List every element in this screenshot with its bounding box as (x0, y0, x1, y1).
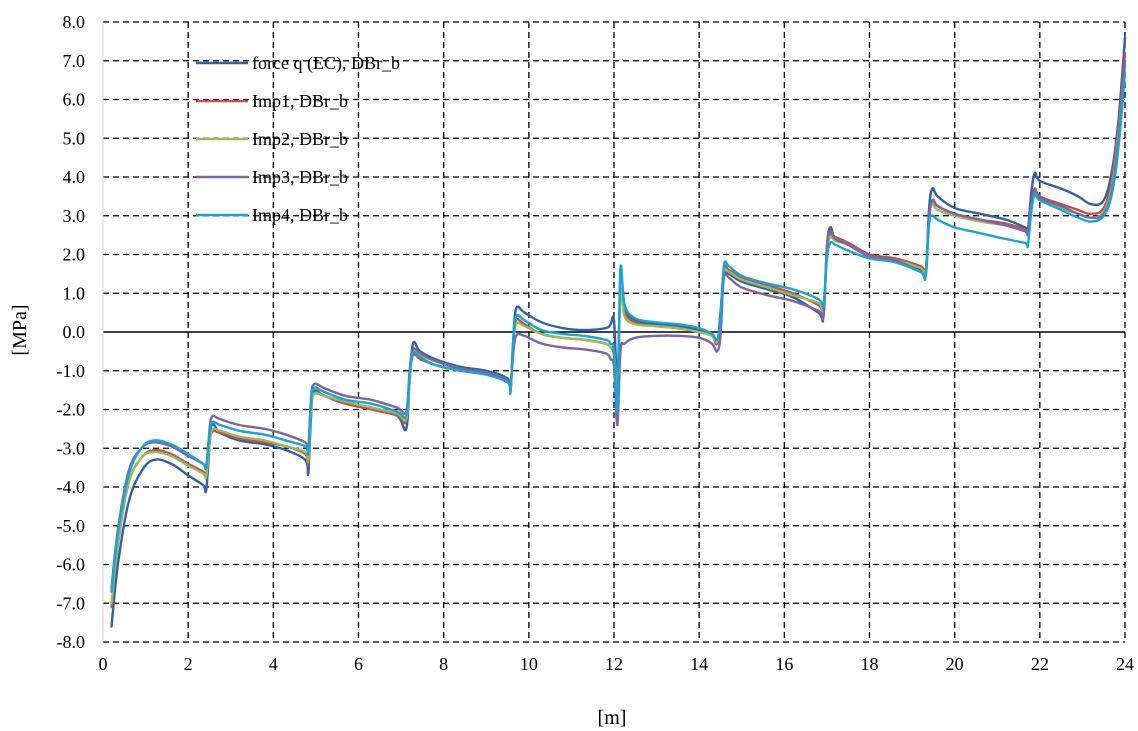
y-tick-label: 4.0 (63, 167, 86, 187)
y-axis-title: [MPa] (9, 304, 31, 355)
x-tick-label: 20 (946, 654, 964, 674)
x-axis-title: [m] (598, 707, 627, 729)
x-tick-label: 6 (354, 654, 363, 674)
y-tick-label: -7.0 (57, 593, 86, 613)
series-layer (110, 36, 1127, 628)
y-tick-label: -5.0 (57, 516, 86, 536)
x-tick-label: 24 (1116, 654, 1134, 674)
y-tick-label: -1.0 (57, 361, 86, 381)
tick-labels: 8.0 7.0 6.0 5.0 4.0 3.0 2.0 1.0 0.0 -1.0 -2.0 -3.0 -… (57, 12, 1135, 674)
x-tick-label: 0 (99, 654, 108, 674)
y-tick-label: 6.0 (63, 90, 86, 110)
series-line-5 (110, 71, 1127, 593)
x-tick-label: 4 (269, 654, 278, 674)
legend-label: Imp1, DBr_b (252, 91, 348, 111)
legend-label: Imp2, DBr_b (252, 129, 348, 149)
x-tick-label: 16 (775, 654, 793, 674)
x-tick-label: 14 (690, 654, 708, 674)
legend-label: Imp4, DBr_b (252, 205, 348, 225)
y-tick-label: 7.0 (63, 51, 86, 71)
y-tick-label: -8.0 (57, 632, 86, 652)
y-tick-label: 2.0 (63, 245, 86, 265)
y-tick-label: 8.0 (63, 12, 86, 32)
y-tick-label: 5.0 (63, 128, 86, 148)
legend-label: force q (EC), DBr_b (252, 53, 400, 74)
y-tick-label: -3.0 (57, 438, 86, 458)
y-tick-label: -2.0 (57, 400, 86, 420)
legend-label: Imp3, DBr_b (252, 167, 348, 187)
y-tick-label: -4.0 (57, 477, 86, 497)
y-tick-label: -6.0 (57, 555, 86, 575)
x-tick-label: 22 (1031, 654, 1049, 674)
y-tick-label: 3.0 (63, 206, 86, 226)
x-tick-label: 8 (439, 654, 448, 674)
legend: force q (EC), DBr_b Imp1, DBr_b Imp2, DBr_… (196, 53, 400, 225)
x-tick-label: 18 (861, 654, 879, 674)
grid-lines (102, 21, 1126, 643)
x-tick-label: 2 (184, 654, 193, 674)
y-tick-label: 0.0 (63, 322, 86, 342)
x-tick-label: 12 (605, 654, 623, 674)
y-tick-label: 1.0 (63, 283, 86, 303)
x-tick-label: 10 (520, 654, 538, 674)
